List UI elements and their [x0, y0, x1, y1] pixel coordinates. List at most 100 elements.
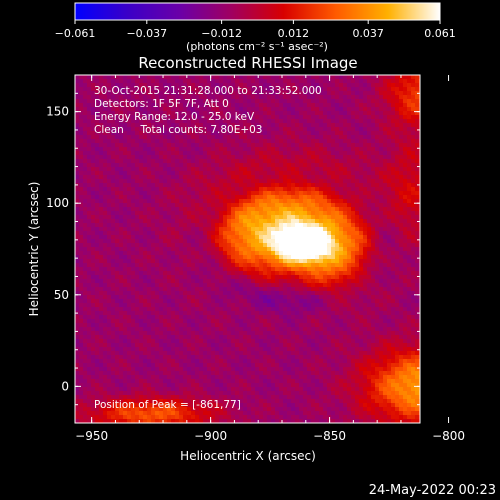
heatmap-cell: [115, 95, 120, 100]
heatmap-cell: [279, 267, 284, 272]
heatmap-cell: [91, 139, 96, 144]
heatmap-cell: [155, 91, 160, 96]
heatmap-cell: [183, 343, 188, 348]
heatmap-cell: [199, 95, 204, 100]
heatmap-cell: [287, 123, 292, 128]
heatmap-cell: [199, 207, 204, 212]
heatmap-cell: [283, 79, 288, 84]
heatmap-cell: [175, 335, 180, 340]
heatmap-cell: [211, 115, 216, 120]
heatmap-cell: [251, 407, 256, 412]
heatmap-cell: [155, 415, 160, 420]
heatmap-cell: [119, 87, 124, 92]
heatmap-cell: [299, 271, 304, 276]
heatmap-cell: [223, 259, 228, 264]
heatmap-cell: [155, 199, 160, 204]
heatmap-cell: [191, 99, 196, 104]
heatmap-cell: [131, 391, 136, 396]
heatmap-cell: [263, 339, 268, 344]
heatmap-cell: [199, 295, 204, 300]
heatmap-cell: [87, 115, 92, 120]
heatmap-cell: [91, 255, 96, 260]
heatmap-cell: [295, 95, 300, 100]
heatmap-cell: [147, 407, 152, 412]
heatmap-cell: [295, 219, 300, 224]
heatmap-cell: [279, 291, 284, 296]
heatmap-cell: [195, 243, 200, 248]
heatmap-cell: [163, 199, 168, 204]
heatmap-cell: [219, 351, 224, 356]
heatmap-cell: [99, 387, 104, 392]
heatmap-cell: [251, 315, 256, 320]
heatmap-cell: [143, 119, 148, 124]
heatmap-cell: [111, 107, 116, 112]
heatmap-cell: [147, 399, 152, 404]
heatmap-cell: [75, 107, 80, 112]
heatmap-cell: [107, 419, 112, 423]
heatmap-cell: [239, 139, 244, 144]
heatmap-cell: [91, 119, 96, 124]
heatmap-cell: [255, 139, 260, 144]
heatmap-cell: [147, 179, 152, 184]
heatmap-cell: [115, 135, 120, 140]
heatmap-cell: [79, 327, 84, 332]
heatmap-cell: [103, 303, 108, 308]
heatmap-cell: [275, 91, 280, 96]
heatmap-cell: [119, 375, 124, 380]
heatmap-cell: [215, 299, 220, 304]
heatmap-cell: [187, 359, 192, 364]
heatmap-cell: [147, 215, 152, 220]
heatmap-cell: [235, 335, 240, 340]
heatmap-cell: [243, 159, 248, 164]
heatmap-cell: [231, 343, 236, 348]
heatmap-cell: [107, 195, 112, 200]
heatmap-cell: [147, 271, 152, 276]
heatmap-cell: [83, 191, 88, 196]
heatmap-cell: [219, 91, 224, 96]
heatmap-cell: [179, 395, 184, 400]
heatmap-cell: [267, 307, 272, 312]
heatmap-cell: [191, 175, 196, 180]
heatmap-cell: [187, 399, 192, 404]
heatmap-cell: [251, 151, 256, 156]
heatmap-cell: [219, 127, 224, 132]
heatmap-cell: [83, 327, 88, 332]
heatmap-cell: [263, 151, 268, 156]
heatmap-cell: [179, 323, 184, 328]
heatmap-cell: [219, 219, 224, 224]
heatmap-cell: [283, 303, 288, 308]
heatmap-cell: [223, 379, 228, 384]
heatmap-cell: [75, 319, 80, 324]
heatmap-cell: [147, 147, 152, 152]
heatmap-cell: [263, 343, 268, 348]
heatmap-cell: [139, 179, 144, 184]
heatmap-cell: [295, 127, 300, 132]
heatmap-cell: [291, 235, 296, 240]
heatmap-cell: [131, 379, 136, 384]
heatmap-cell: [147, 259, 152, 264]
heatmap-cell: [99, 103, 104, 108]
heatmap-cell: [243, 383, 248, 388]
heatmap-cell: [259, 355, 264, 360]
heatmap-cell: [171, 235, 176, 240]
heatmap-cell: [191, 335, 196, 340]
heatmap-cell: [175, 155, 180, 160]
heatmap-cell: [175, 351, 180, 356]
heatmap-cell: [247, 291, 252, 296]
heatmap-cell: [115, 403, 120, 408]
heatmap-cell: [91, 171, 96, 176]
heatmap-cell: [295, 251, 300, 256]
heatmap-cell: [123, 163, 128, 168]
heatmap-cell: [267, 251, 272, 256]
heatmap-cell: [159, 323, 164, 328]
heatmap-cell: [239, 303, 244, 308]
heatmap-cell: [239, 255, 244, 260]
heatmap-cell: [207, 419, 212, 423]
heatmap-cell: [95, 371, 100, 376]
heatmap-cell: [111, 415, 116, 420]
heatmap-cell: [175, 95, 180, 100]
heatmap-cell: [183, 203, 188, 208]
heatmap-cell: [95, 131, 100, 136]
heatmap-cell: [127, 415, 132, 420]
heatmap-cell: [219, 347, 224, 352]
